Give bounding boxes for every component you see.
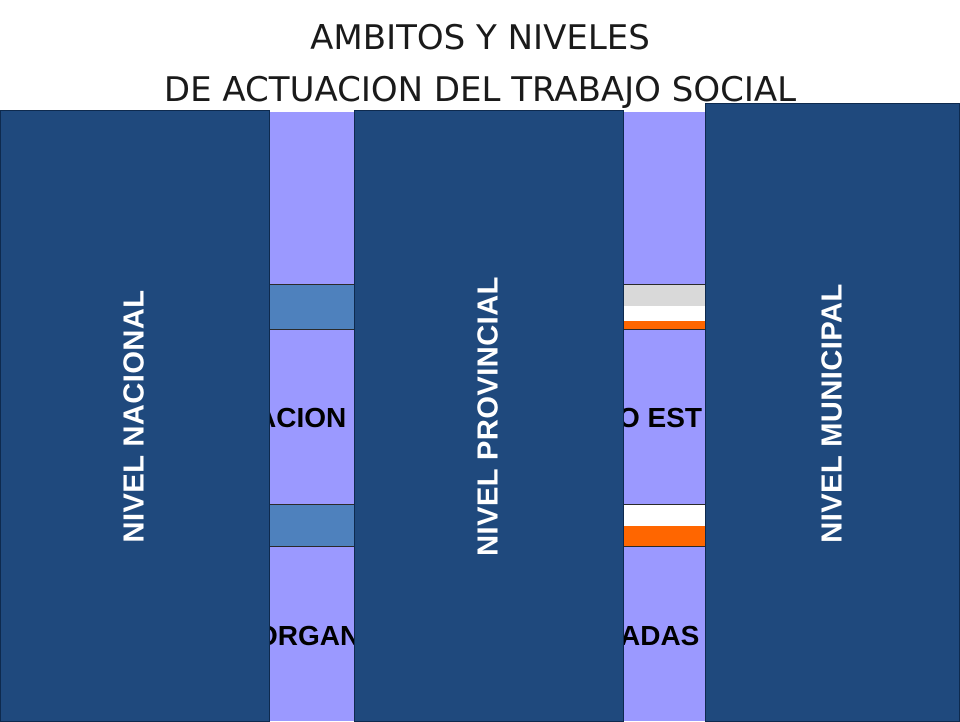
right-strip-band-grey [622,284,706,307]
title-line-1: AMBITOS Y NIVELES [310,18,650,58]
right-strip-band-top [622,112,706,284]
left-strip-band-steel-2 [268,504,356,547]
left-strip-band-mid: ACION [268,329,356,505]
left-strip-band-steel-1 [268,284,356,330]
right-strip-band-white-2 [622,504,706,527]
right-strip-bottom-text: ADAS [622,620,700,651]
panel-municipal: NIVEL MUNICIPAL [705,103,960,722]
slide-title: AMBITOS Y NIVELES DE ACTUACION DEL TRABA… [0,12,960,116]
panel-nacional-label: NIVEL NACIONAL [118,289,151,543]
panel-nacional: NIVEL NACIONAL [0,110,270,722]
right-strip-band-white-1 [622,306,706,321]
panel-provincial: NIVEL PROVINCIAL [354,110,624,722]
panel-municipal-label: NIVEL MUNICIPAL [816,282,848,543]
left-strip-bottom-text: ORGAN [268,620,356,651]
left-strip-band-top [268,112,356,284]
right-strip-band-orange-1 [622,321,706,329]
title-line-2: DE ACTUACION DEL TRABAJO SOCIAL [163,70,797,110]
panel-provincial-label: NIVEL PROVINCIAL [472,276,505,556]
right-strip-band-orange-2 [622,526,706,546]
right-strip-mid-text: O EST [622,402,703,433]
left-strip-mid-text: ACION [268,402,347,433]
right-strip-band-bottom: ADAS [622,546,706,721]
right-strip-band-mid: O EST [622,329,706,505]
left-strip-band-bottom: ORGAN [268,546,356,721]
